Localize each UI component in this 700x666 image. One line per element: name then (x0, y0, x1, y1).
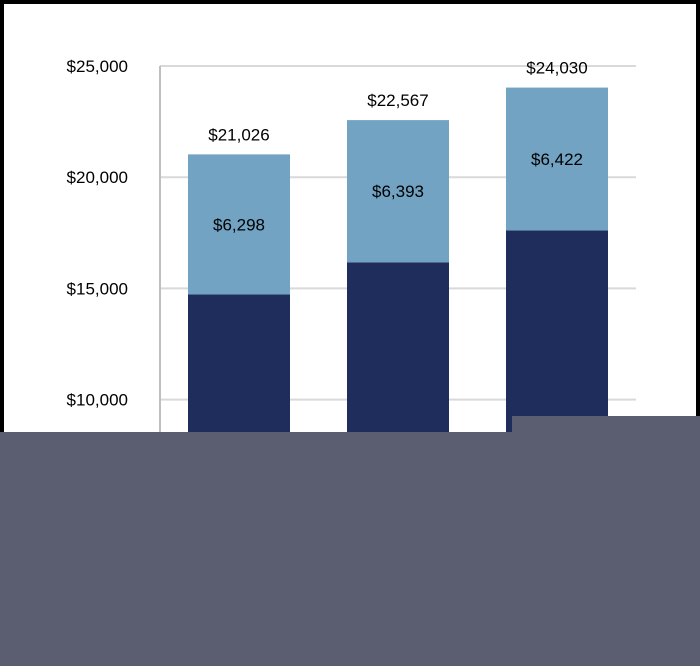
segment-value-label: $6,422 (531, 150, 583, 169)
occluding-panel (0, 432, 700, 666)
total-value-label: $21,026 (208, 125, 269, 144)
y-tick-label: $15,000 (67, 279, 128, 298)
y-tick-label: $10,000 (67, 391, 128, 410)
segment-value-label: $6,298 (213, 215, 265, 234)
bar-segment (506, 87, 608, 231)
occluding-panel-tab (512, 416, 700, 436)
y-tick-label: $20,000 (67, 168, 128, 187)
bar-segment (347, 120, 449, 263)
total-value-label: $22,567 (367, 91, 428, 110)
bar-segment (188, 154, 290, 295)
total-value-label: $24,030 (526, 59, 587, 78)
segment-value-label: $6,393 (372, 182, 424, 201)
y-tick-label: $25,000 (67, 57, 128, 76)
